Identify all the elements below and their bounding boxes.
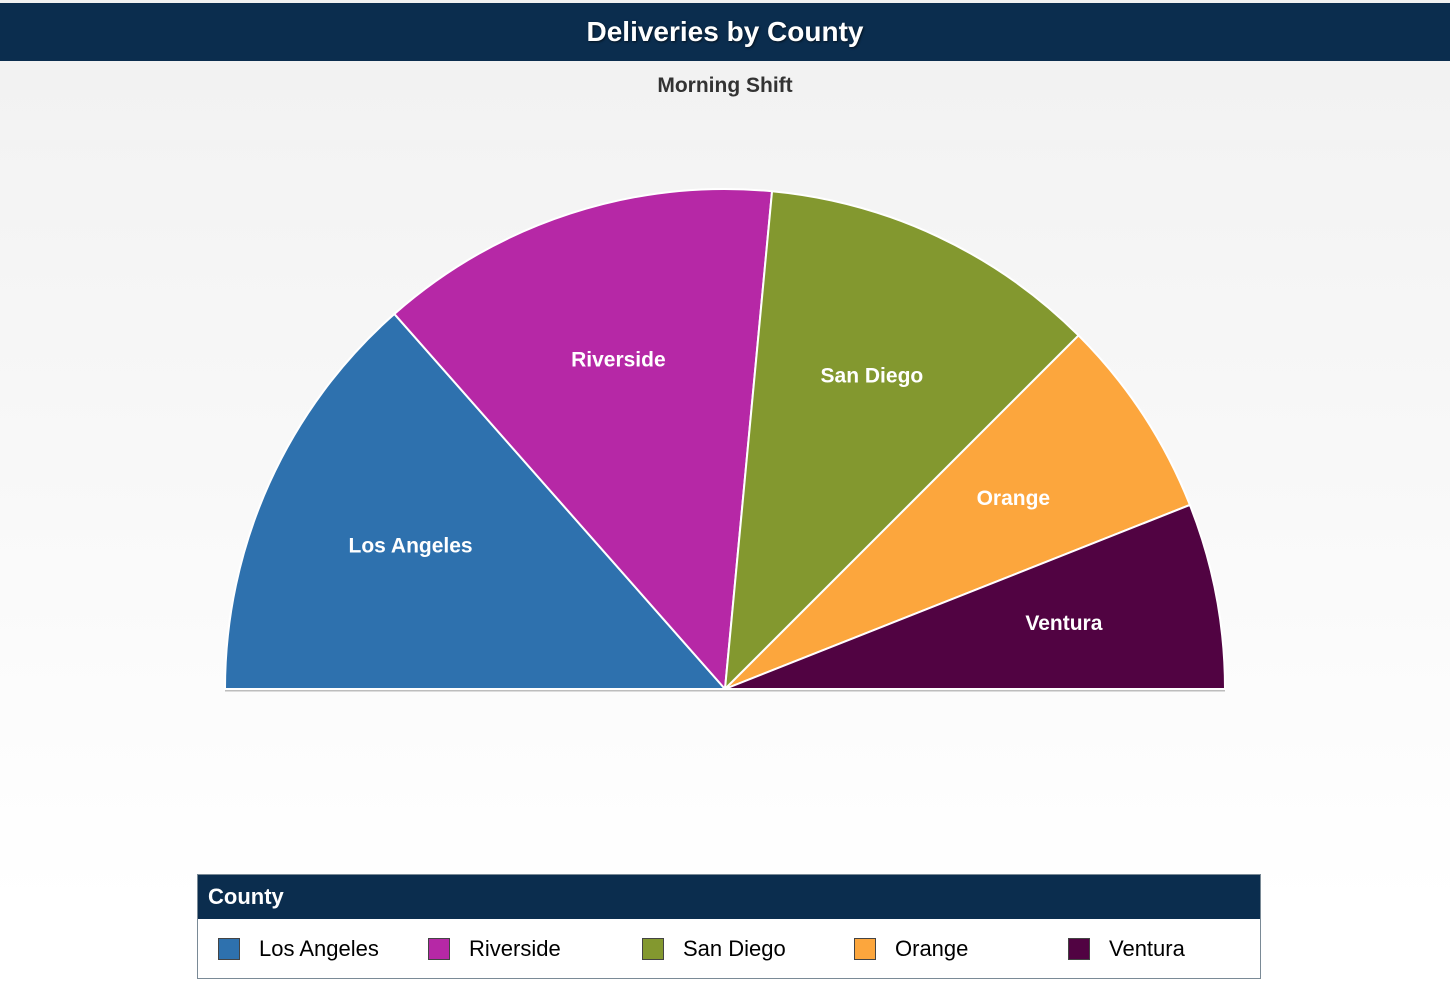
- legend-label: Riverside: [469, 935, 561, 961]
- slice-orange[interactable]: [724, 334, 1191, 690]
- legend-item-riverside[interactable]: Riverside: [428, 919, 561, 978]
- legend-swatch: [642, 937, 664, 960]
- legend-item-orange[interactable]: Orange: [854, 919, 968, 978]
- legend-items: Los Angeles Riverside San Diego Orange Ventu…: [198, 919, 1260, 978]
- chart-title: Deliveries by County: [0, 3, 1450, 61]
- legend-swatch: [218, 937, 240, 960]
- legend-item-san-diego[interactable]: San Diego: [642, 919, 786, 978]
- legend-label: Los Angeles: [259, 935, 379, 961]
- slice-label-los-angeles: Los Angeles: [349, 535, 473, 558]
- legend: County Los Angeles Riverside San Diego Oran…: [197, 874, 1261, 979]
- legend-swatch: [1068, 937, 1090, 960]
- slice-ventura[interactable]: [724, 503, 1226, 690]
- slice-san-diego[interactable]: [724, 190, 1080, 690]
- slice-label-riverside: Riverside: [571, 348, 666, 371]
- chart-subtitle: Morning Shift: [657, 74, 793, 97]
- legend-label: Orange: [895, 935, 969, 961]
- legend-swatch: [854, 937, 876, 960]
- slice-label-san-diego: San Diego: [821, 364, 924, 387]
- semi-pie-chart: Los Angeles Riverside San Diego Orange Ventu…: [224, 188, 1226, 692]
- legend-swatch: [428, 937, 450, 960]
- legend-item-los-angeles[interactable]: Los Angeles: [218, 919, 379, 978]
- legend-label: Ventura: [1109, 935, 1185, 961]
- slice-label-ventura: Ventura: [1025, 612, 1102, 635]
- legend-label: San Diego: [683, 935, 786, 961]
- legend-item-ventura[interactable]: Ventura: [1068, 919, 1185, 978]
- slice-los-angeles[interactable]: [224, 312, 726, 690]
- slice-riverside[interactable]: [393, 188, 774, 690]
- legend-title: County: [198, 875, 1260, 919]
- slice-label-orange: Orange: [977, 487, 1051, 510]
